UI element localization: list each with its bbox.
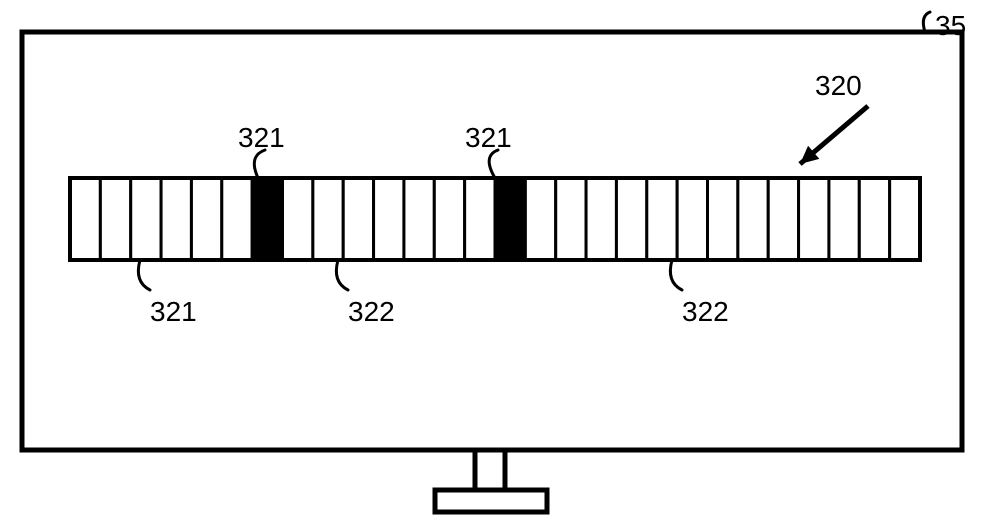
callout-hook [254,150,265,178]
callout-hook [923,12,930,32]
bar-segment [738,178,768,260]
bar-segment-filled [252,178,282,260]
monitor-neck [475,450,505,490]
bar-segment [525,178,555,260]
bar-segment [374,178,404,260]
bar-segment [768,178,798,260]
callout-label: 322 [348,296,395,328]
bar-segment [708,178,738,260]
bar-segment [161,178,191,260]
bar-segment [586,178,616,260]
figure-canvas: 35 320 321 321 321 322 322 [0,0,1000,528]
callout-hook [138,260,150,290]
bar-segment [343,178,373,260]
bar-segment [799,178,829,260]
bar-segment [131,178,161,260]
monitor-base [435,490,547,512]
bar-segment [191,178,221,260]
bar-segment [829,178,859,260]
callout-label: 321 [465,122,512,154]
callout-label: 321 [150,296,197,328]
bar-segment [890,178,920,260]
bar-segment [313,178,343,260]
callout-label: 320 [815,70,862,102]
bar-segment [70,178,100,260]
callout-label: 35 [935,10,966,42]
bar-segment [859,178,889,260]
bar-segment [677,178,707,260]
bar-segment [283,178,313,260]
bar-segment [222,178,252,260]
bar-segment [434,178,464,260]
callout-hook [489,150,498,178]
bar-segment [647,178,677,260]
callout-hook [670,260,682,290]
bar-segment [404,178,434,260]
bar-segment [465,178,495,260]
callout-hook [336,260,348,290]
bar-segment [616,178,646,260]
callout-label: 321 [238,122,285,154]
bar-segment [556,178,586,260]
callout-label: 322 [682,296,729,328]
bar-segment-filled [495,178,525,260]
bar-segment [100,178,130,260]
